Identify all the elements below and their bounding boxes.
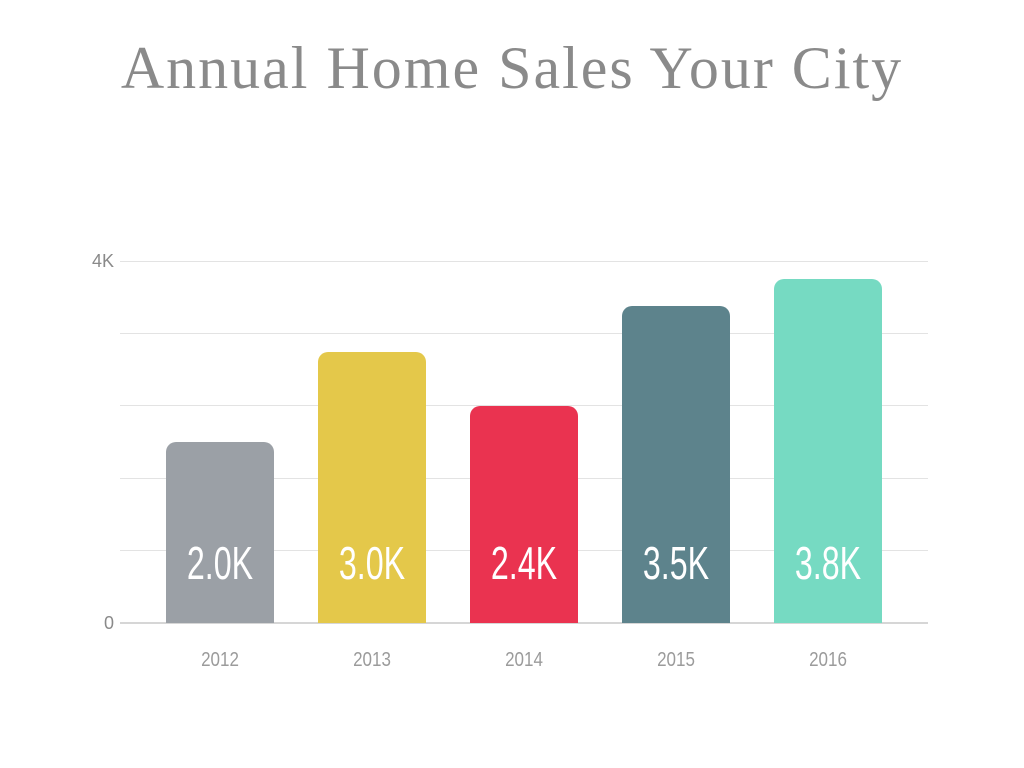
x-axis-baseline bbox=[120, 622, 928, 624]
bar-2014: 2.4K bbox=[470, 405, 578, 623]
bar-2013: 3.0K bbox=[318, 351, 426, 623]
bar-value-label: 3.5K bbox=[642, 537, 710, 589]
bar-value-label: 2.4K bbox=[490, 536, 558, 589]
bar-2015: 3.5K bbox=[622, 306, 730, 623]
bar-2016: 3.8K bbox=[774, 279, 882, 623]
x-axis-label-2014: 2014 bbox=[505, 649, 543, 671]
bar-value-label: 3.0K bbox=[338, 537, 406, 589]
gridline bbox=[120, 332, 928, 334]
bar-value-label: 2.0K bbox=[186, 537, 254, 589]
x-axis-label-2012: 2012 bbox=[201, 649, 239, 671]
chart-title: Annual Home Sales Your City bbox=[120, 35, 904, 101]
x-axis-label-2015: 2015 bbox=[657, 649, 695, 671]
x-axis-label-2016: 2016 bbox=[809, 649, 847, 671]
y-axis-tick-label: 4K bbox=[91, 251, 114, 271]
gridline bbox=[120, 260, 928, 262]
bar-value-label: 3.8K bbox=[794, 536, 862, 589]
x-axis-label-2013: 2013 bbox=[353, 649, 391, 671]
y-axis-tick-label: 0 bbox=[103, 613, 114, 633]
bar-2012: 2.0K bbox=[166, 442, 274, 623]
